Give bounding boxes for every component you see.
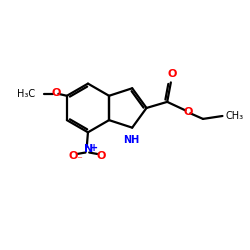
Text: O: O <box>168 69 177 79</box>
Text: CH₃: CH₃ <box>225 111 244 121</box>
Text: O: O <box>69 151 78 161</box>
Text: +: + <box>90 143 98 153</box>
Text: H₃C: H₃C <box>17 89 36 99</box>
Text: O: O <box>96 151 106 161</box>
Text: NH: NH <box>123 136 139 145</box>
Text: O: O <box>184 106 193 117</box>
Text: O: O <box>51 88 60 98</box>
Text: N: N <box>84 144 93 154</box>
Text: ⁻: ⁻ <box>76 155 82 165</box>
